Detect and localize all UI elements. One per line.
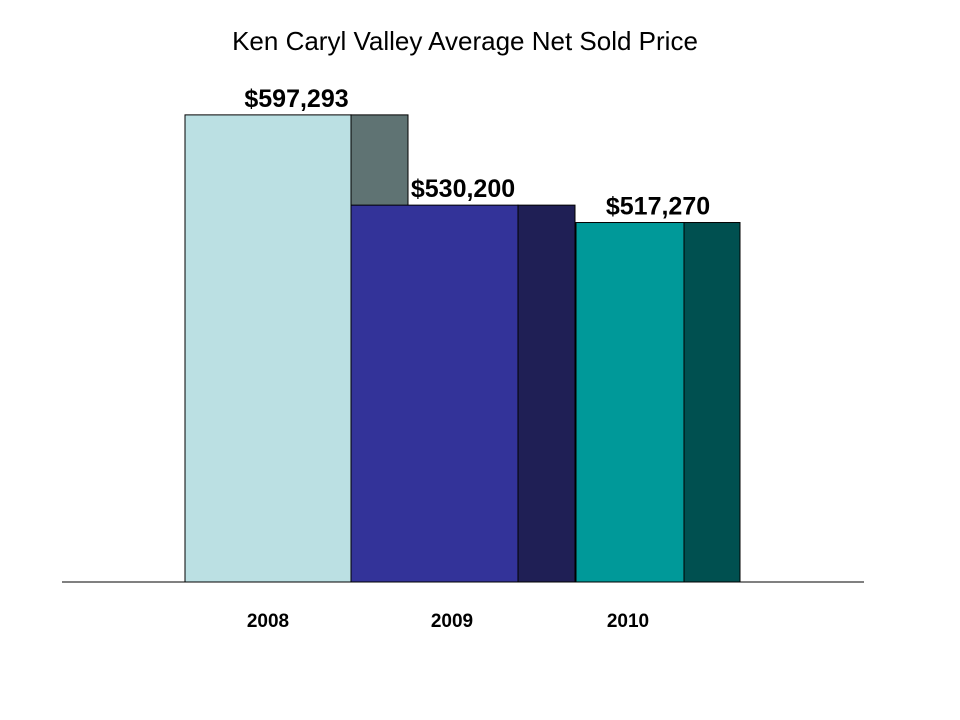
labels-group: $597,293 2008 $530,200 2009 $517,270 2010	[244, 85, 710, 632]
bar-side-2009	[517, 204, 576, 583]
bar-2010	[575, 222, 685, 583]
x-tick-label-2008: 2008	[247, 611, 289, 632]
bar-2009	[350, 204, 519, 583]
x-tick-label-2009: 2009	[431, 611, 473, 632]
data-label-2009: $530,200	[411, 175, 515, 203]
chart-title: Ken Caryl Valley Average Net Sold Price	[232, 26, 698, 56]
x-tick-label-2010: 2010	[607, 611, 649, 632]
bars-group	[184, 114, 741, 583]
bar-side-2010	[683, 222, 741, 583]
data-label-2008: $597,293	[244, 85, 348, 113]
data-label-2010: $517,270	[606, 193, 710, 221]
bar-2008	[184, 114, 352, 583]
